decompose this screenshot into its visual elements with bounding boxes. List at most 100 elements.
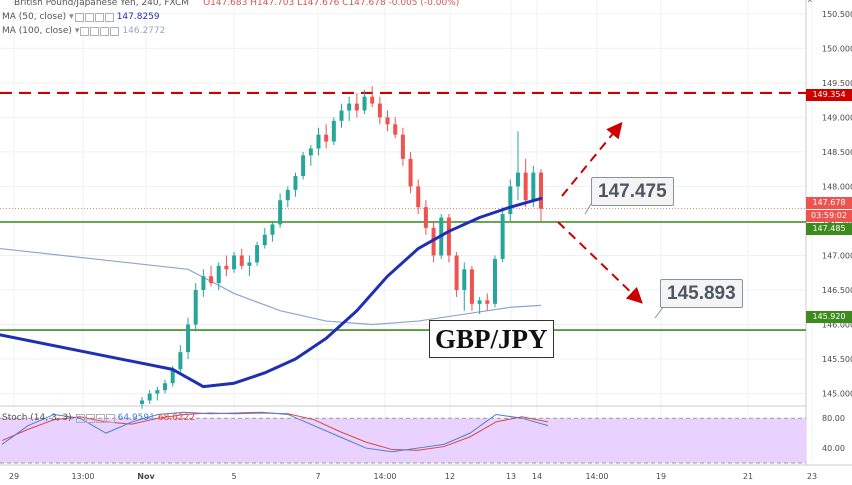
candle-down (431, 220, 436, 263)
candle-up (308, 145, 313, 166)
candle-down (377, 96, 382, 125)
more-icon[interactable] (104, 12, 114, 22)
candle-up (492, 255, 497, 308)
x-tick-label: 13:00 (71, 472, 94, 481)
candle-up (262, 227, 267, 249)
candle-body (515, 172, 520, 187)
x-tick-label: 29 (9, 472, 19, 481)
candle-body (285, 189, 290, 201)
candle-up (500, 207, 505, 263)
callout-pointer (654, 305, 665, 319)
candle-body (385, 117, 390, 125)
y-tick-label: 145.500 (822, 355, 852, 364)
support-upper-price-tag: 147.485 (806, 223, 852, 235)
x-tick-label: 12 (445, 472, 455, 481)
candle-down (209, 265, 214, 287)
y-tick-label: 150.500 (822, 10, 852, 19)
candle-body (239, 255, 244, 266)
candle-body (186, 324, 191, 353)
candle-body (446, 217, 451, 256)
candle-body (308, 148, 313, 156)
candle-body (232, 255, 237, 270)
candle-body (293, 176, 298, 190)
stoch-k-line (1, 411, 549, 453)
candle-up (186, 317, 191, 360)
candle-body (431, 227, 436, 256)
candle-body (155, 390, 160, 394)
visibility-icon[interactable] (80, 26, 90, 36)
y-tick-label: 146.500 (822, 286, 852, 295)
last-price-tag: 147.678 (806, 197, 852, 209)
settings-icon[interactable] (85, 413, 95, 423)
bullish-projection-arrow (561, 121, 623, 197)
x-tick-label: 7 (315, 472, 320, 481)
x-tick-label: 14 (532, 472, 542, 481)
candle-body (500, 214, 505, 259)
candle-body (247, 262, 252, 266)
resistance-price-tag: 149.354 (806, 89, 852, 101)
close-icon[interactable] (94, 12, 104, 22)
candle-up (339, 103, 344, 128)
candle-up (155, 386, 160, 401)
candle-body (216, 265, 221, 284)
visibility-icon[interactable] (74, 12, 84, 22)
ma100-legend: MA (100, close) ▾ 146.2772 (0, 24, 165, 38)
ma100-value: 146.2772 (122, 26, 166, 36)
candle-down (239, 248, 244, 270)
legend-dropdown-icon[interactable]: ▾ (69, 12, 74, 22)
ma100-label: MA (100, close) (2, 26, 72, 36)
candle-down (485, 293, 490, 311)
candle-up (285, 186, 290, 208)
collapse-icon[interactable]: ⌃ (805, 0, 814, 10)
legend-dropdown-icon[interactable]: ▾ (74, 26, 80, 36)
ma50-line (0, 196, 543, 389)
candle-body (492, 258, 497, 304)
candle-up (201, 269, 206, 297)
candle-body (423, 207, 428, 228)
lower-target-callout[interactable]: 145.893 (660, 279, 743, 308)
settings-icon[interactable] (90, 26, 100, 36)
close-icon[interactable] (95, 413, 105, 423)
candle-down (224, 255, 229, 277)
candle-down (416, 179, 421, 215)
bearish-projection-arrow (557, 221, 643, 304)
ma100-line (0, 247, 542, 326)
visibility-icon[interactable] (75, 413, 85, 423)
candle-up (278, 193, 283, 228)
candle-body (539, 172, 543, 209)
candle-up (163, 379, 168, 394)
stoch-d-value: 68.6222 (157, 413, 196, 423)
candle-body (224, 265, 229, 270)
candle-body (370, 96, 375, 104)
candle-down (408, 151, 413, 194)
candle-up (193, 283, 198, 332)
more-icon[interactable] (105, 413, 115, 423)
x-tick-label: 19 (656, 472, 666, 481)
candle-up (515, 131, 520, 201)
candle-body (477, 300, 482, 304)
close-icon[interactable] (100, 26, 110, 36)
candle-up (301, 151, 306, 180)
candle-body (377, 103, 382, 118)
y-tick-label: 148.000 (822, 182, 852, 191)
candle-body (209, 276, 214, 284)
candle-up (316, 127, 321, 156)
candle-down (393, 117, 398, 139)
candle-down (523, 158, 528, 208)
settings-icon[interactable] (84, 12, 94, 22)
stoch-band (0, 418, 806, 463)
candle-body (262, 234, 267, 246)
stoch-legend: Stoch (14, 3, 3) 64.9591 68.6222 (0, 411, 195, 425)
more-icon[interactable] (110, 26, 120, 36)
candle-up (347, 96, 352, 121)
x-tick-label: 23 (807, 472, 817, 481)
upper-target-callout[interactable]: 147.475 (591, 177, 674, 206)
symbol-title: British Pound/Japanese Yen, 240, FXCM (14, 0, 190, 8)
candle-body (462, 269, 467, 290)
candle-body (469, 269, 474, 304)
candle-body (454, 255, 459, 290)
callout-pointer (584, 203, 592, 215)
candle-body (408, 158, 413, 187)
candle-up (255, 241, 260, 266)
